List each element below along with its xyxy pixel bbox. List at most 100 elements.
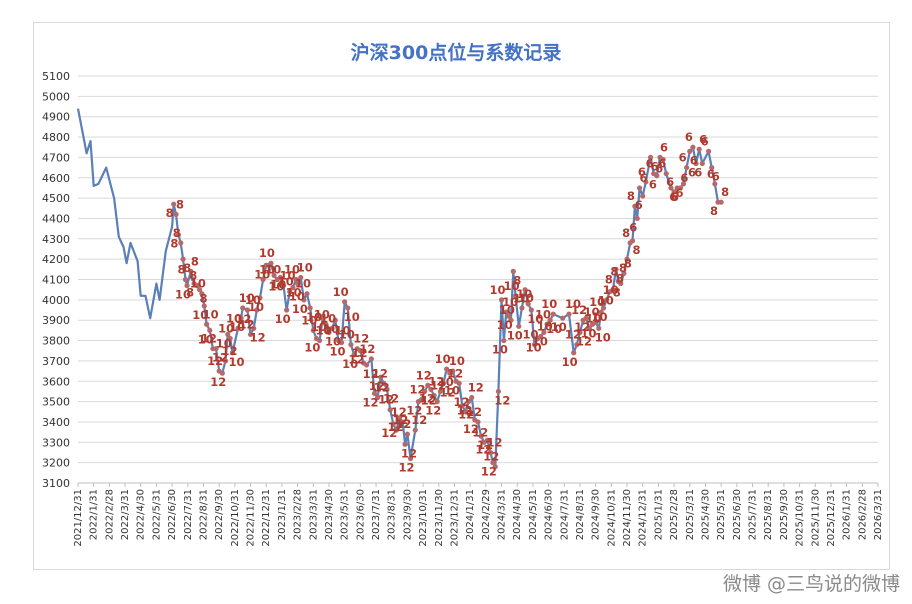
data-point	[422, 388, 428, 395]
x-tick: 2023/7/31	[371, 489, 382, 540]
data-label: 10	[595, 330, 611, 344]
x-tick: 2022/4/30	[136, 489, 147, 540]
data-point	[550, 311, 556, 317]
data-point	[574, 342, 580, 348]
x-tick-label: 2022/9/30	[214, 489, 225, 540]
data-point	[522, 287, 528, 293]
data-label: 6	[638, 165, 646, 179]
data-point	[257, 295, 263, 301]
data-label: 6	[640, 171, 648, 185]
data-point	[647, 154, 654, 160]
data-label: 12	[395, 417, 411, 431]
x-tick-label: 2025/5/31	[716, 489, 727, 540]
data-point	[712, 181, 718, 187]
data-point	[229, 350, 236, 356]
data-label: 12	[466, 405, 482, 419]
x-tick-label: 2024/11/30	[622, 489, 633, 547]
data-point	[613, 266, 619, 272]
data-label: 10	[320, 311, 336, 325]
data-point	[178, 240, 184, 246]
data-label: 10	[339, 328, 355, 342]
data-point	[459, 403, 465, 409]
data-label: 10	[306, 310, 322, 324]
y-tick-label: 4300	[42, 233, 70, 246]
data-point	[304, 291, 310, 297]
data-point	[544, 321, 550, 327]
data-label: 12	[477, 438, 493, 452]
data-label: 12	[565, 328, 581, 342]
data-label: 8	[616, 271, 624, 285]
data-label: 10	[254, 267, 270, 281]
x-tick: 2025/6/30	[732, 489, 743, 540]
data-label: 12	[239, 317, 255, 331]
data-label: 8	[166, 206, 174, 220]
data-label: 12	[388, 420, 404, 434]
data-label: 12	[463, 422, 479, 436]
data-point	[332, 317, 338, 323]
data-label: 10	[492, 343, 508, 357]
x-tick: 2024/12/31	[638, 489, 649, 547]
data-point	[495, 388, 501, 395]
data-label: 12	[378, 393, 394, 407]
x-tick-label: 2023/2/28	[293, 489, 304, 540]
data-label: 12	[372, 366, 388, 380]
data-label: 10	[585, 311, 601, 325]
data-point	[213, 346, 219, 352]
weibo-watermark: 微博 @三鸟说的微博	[722, 573, 900, 595]
data-label: 10	[278, 275, 294, 289]
data-point	[444, 366, 450, 372]
y-tick: 4300	[42, 233, 70, 246]
data-label: 10	[584, 305, 600, 319]
data-point	[402, 441, 408, 447]
x-tick-label: 2025/2/28	[669, 489, 680, 540]
data-point	[418, 396, 425, 403]
data-label: 8	[200, 292, 208, 306]
x-axis: 2021/12/31 2022/1/31 2022/2/28 2022/3/31 202…	[73, 482, 884, 547]
data-label: 10	[444, 383, 460, 397]
x-tick-label: 2023/4/30	[324, 489, 335, 540]
data-label: 12	[250, 330, 266, 344]
y-tick-label: 4700	[42, 151, 70, 164]
data-label: 10	[270, 277, 286, 291]
data-label: 8	[627, 189, 635, 203]
data-label: 12	[411, 413, 427, 427]
x-tick-label: 2024/6/30	[544, 489, 555, 540]
data-point	[227, 335, 233, 342]
x-tick: 2022/11/30	[246, 489, 257, 547]
data-point	[196, 287, 203, 293]
data-label: 10	[591, 310, 607, 324]
y-tick: 3200	[42, 457, 70, 470]
data-label: 10	[289, 290, 305, 304]
data-label: 12	[201, 332, 217, 346]
data-label: 10	[532, 334, 548, 348]
data-label: 8	[605, 273, 613, 287]
data-point	[404, 431, 411, 437]
data-label: 10	[292, 302, 308, 316]
data-point	[598, 309, 604, 315]
data-label: 12	[458, 408, 474, 422]
data-point	[541, 329, 547, 336]
data-label: 10	[295, 277, 311, 291]
data-point	[323, 321, 329, 327]
x-tick-label: 2022/11/30	[246, 489, 257, 547]
data-point	[693, 160, 699, 167]
x-tick-label: 2023/9/30	[402, 489, 413, 540]
y-tick: 4000	[42, 294, 70, 307]
x-tick-label: 2025/11/30	[810, 489, 821, 547]
data-label: 10	[490, 283, 506, 297]
y-tick-label: 5000	[42, 90, 70, 103]
data-point	[501, 337, 507, 344]
data-label: 10	[265, 263, 281, 277]
x-tick-label: 2023/8/31	[387, 489, 398, 540]
data-point	[487, 449, 494, 456]
y-tick-label: 4800	[42, 131, 70, 144]
data-label: 10	[190, 277, 206, 291]
data-label: 10	[507, 328, 523, 342]
data-point	[498, 297, 505, 303]
x-tick-label: 2022/4/30	[136, 489, 147, 540]
x-tick-label: 2022/3/31	[120, 489, 131, 540]
y-axis: 3100 3200 3300 3400 3500 3600 3700 3800 3900 4000…	[42, 70, 70, 490]
data-label: 6	[649, 178, 657, 192]
x-tick-label: 2025/8/31	[763, 489, 774, 540]
data-point	[690, 144, 696, 150]
